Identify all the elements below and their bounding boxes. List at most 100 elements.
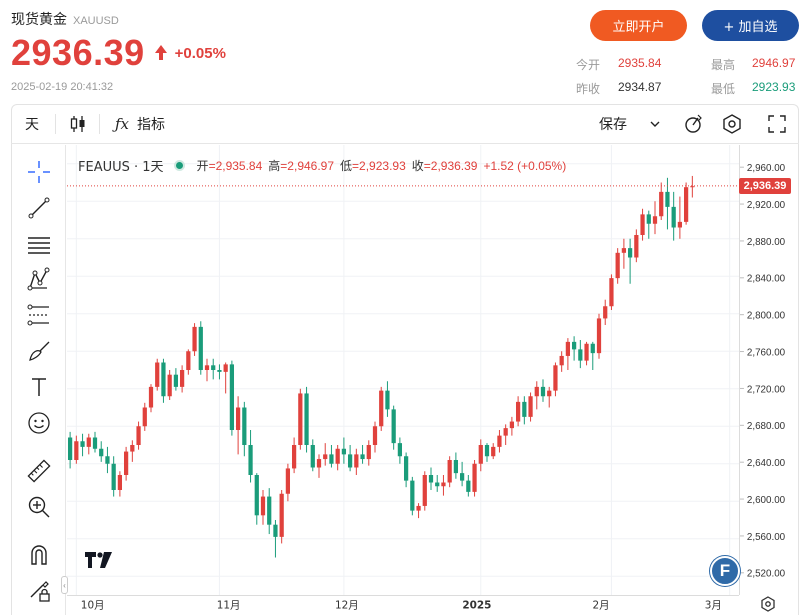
prev-close-label: 昨收 [576,82,601,96]
legend-low-value: =2,923.93 [352,158,406,173]
candle-body [416,505,421,511]
y-tick-label: 2,520.00 [747,569,786,580]
candle-body [92,437,98,449]
candle-body [640,214,645,235]
pattern-icon[interactable] [26,266,52,292]
candle-body [503,428,508,436]
candle-body [372,426,378,445]
candle-body [435,482,440,487]
x-tick-label: 12月 [335,599,359,611]
candle-body [329,454,334,464]
candle-body [603,306,608,319]
chart-widget [11,104,799,615]
chevron-down-icon [650,121,660,127]
open-account-button[interactable]: 立即开户 [590,10,687,41]
crosshair-icon[interactable] [26,159,52,185]
brush-icon[interactable] [26,338,52,364]
candle-body [578,349,583,361]
ruler-icon[interactable] [26,458,52,484]
candle-body [391,409,396,444]
x-tick-label: 10月 [81,599,105,611]
x-tick-label: 11月 [217,599,241,611]
candle-body [105,456,110,464]
open-value: 2935.84 [618,56,662,70]
candle-body [534,386,539,397]
candle-body [291,445,297,469]
interval-button[interactable]: 天 [25,117,39,133]
candle-body [646,214,651,224]
indicators-button[interactable]: ƒx 指标 [115,104,165,144]
price-row: 2936.39 +0.05% [11,32,226,74]
trend-line-icon[interactable] [26,195,52,221]
candle-body [192,326,197,352]
legend-low-label: 低 [340,159,353,173]
alert-button[interactable] [683,104,705,144]
candle-body [491,446,496,457]
toolbar-divider [99,114,100,134]
y-tick-label: 2,880.00 [747,237,786,248]
candle-body [659,191,664,217]
candle-type-button[interactable] [69,104,87,144]
text-icon[interactable] [26,374,52,400]
candle-body [267,496,272,525]
axis-settings-icon[interactable] [760,596,776,612]
candle-body [671,206,676,228]
quote-timestamp: 2025-02-19 20:41:32 [11,81,114,93]
fullscreen-button[interactable] [767,104,787,144]
candlestick-icon [70,116,85,132]
save-button[interactable]: 保存 [599,104,661,144]
candle-body [590,343,595,354]
candlestick-plot[interactable] [67,145,739,595]
candle-body [167,374,172,397]
candle-body [559,355,564,366]
low-value: 2923.93 [752,80,796,94]
tradingview-logo [85,552,112,568]
candle-body [99,448,104,457]
last-price: 2936.39 [11,32,145,73]
candle-body [584,343,589,361]
time-axis[interactable]: 10月 11月 12月 2025 2月 3月 [67,595,739,615]
y-tick-label: 2,640.00 [747,458,786,469]
settings-button[interactable] [721,104,743,144]
collapse-sidebar-button[interactable]: ‹ [61,576,68,594]
instrument-symbol: XAUUSD [73,15,119,27]
x-tick-label: 2025 [462,599,491,611]
emoji-icon[interactable] [26,410,52,436]
high-label: 最高 [711,58,736,72]
magnet-icon[interactable] [26,542,52,568]
add-watchlist-button[interactable]: + 加自选 [702,10,799,41]
title-row: 现货黄金 XAUUSD [11,9,119,29]
quote-header: 现货黄金 XAUUSD 2936.39 +0.05% 2025-02-19 20… [0,0,806,104]
zoom-in-icon[interactable] [26,494,52,520]
candle-body [155,362,160,387]
candle-body [235,407,241,430]
price-axis[interactable]: 2,520.00 2,560.00 2,600.00 2,640.00 2,680.00… [739,145,799,595]
legend-high-label: 高 [268,159,281,173]
candle-body [273,524,278,537]
legend-close-value: =2,936.39 [423,158,478,173]
candle-body [466,480,471,492]
fib-icon[interactable] [26,302,52,328]
horizontal-lines-icon[interactable] [26,231,52,257]
candle-body [323,454,328,460]
candle-body [298,393,303,445]
y-tick-label: 2,560.00 [747,532,786,543]
candle-body [379,390,384,427]
candle-body [528,396,533,417]
y-tick-label: 2,720.00 [747,384,786,395]
candle-body [385,390,390,410]
candle-body [254,475,259,516]
lock-pencil-icon[interactable] [26,578,52,604]
candle-body [453,460,459,474]
x-tick-label: 3月 [705,599,722,611]
candle-body [341,448,347,455]
market-status-dot [173,160,185,171]
candle-body [366,445,371,460]
candle-body [354,454,359,468]
candle-body [260,496,266,516]
candle-body [67,437,73,460]
candle-body [515,401,521,422]
candle-body [161,362,166,397]
candle-body [229,364,235,430]
candle-body [634,235,639,258]
